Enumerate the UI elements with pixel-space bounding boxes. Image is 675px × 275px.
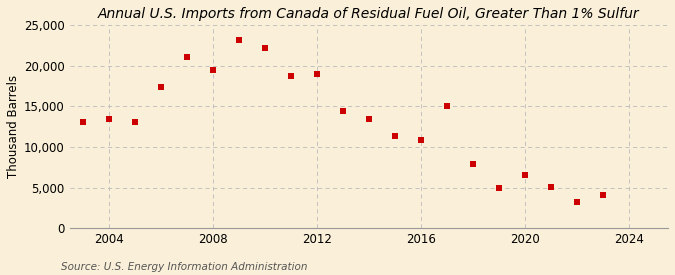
Point bbox=[572, 200, 583, 204]
Point bbox=[493, 185, 504, 190]
Point bbox=[286, 74, 296, 78]
Point bbox=[103, 117, 114, 122]
Point bbox=[338, 109, 348, 113]
Point bbox=[364, 117, 375, 122]
Text: Source: U.S. Energy Information Administration: Source: U.S. Energy Information Administ… bbox=[61, 262, 307, 272]
Point bbox=[545, 185, 556, 189]
Point bbox=[259, 45, 270, 50]
Point bbox=[468, 162, 479, 166]
Y-axis label: Thousand Barrels: Thousand Barrels bbox=[7, 75, 20, 178]
Point bbox=[520, 172, 531, 177]
Point bbox=[389, 134, 400, 139]
Point bbox=[78, 119, 88, 124]
Point bbox=[416, 138, 427, 142]
Point bbox=[207, 68, 218, 73]
Point bbox=[130, 119, 140, 124]
Title: Annual U.S. Imports from Canada of Residual Fuel Oil, Greater Than 1% Sulfur: Annual U.S. Imports from Canada of Resid… bbox=[98, 7, 640, 21]
Point bbox=[311, 72, 322, 77]
Point bbox=[234, 38, 244, 43]
Point bbox=[441, 104, 452, 108]
Point bbox=[597, 193, 608, 197]
Point bbox=[182, 55, 192, 60]
Point bbox=[155, 84, 166, 89]
